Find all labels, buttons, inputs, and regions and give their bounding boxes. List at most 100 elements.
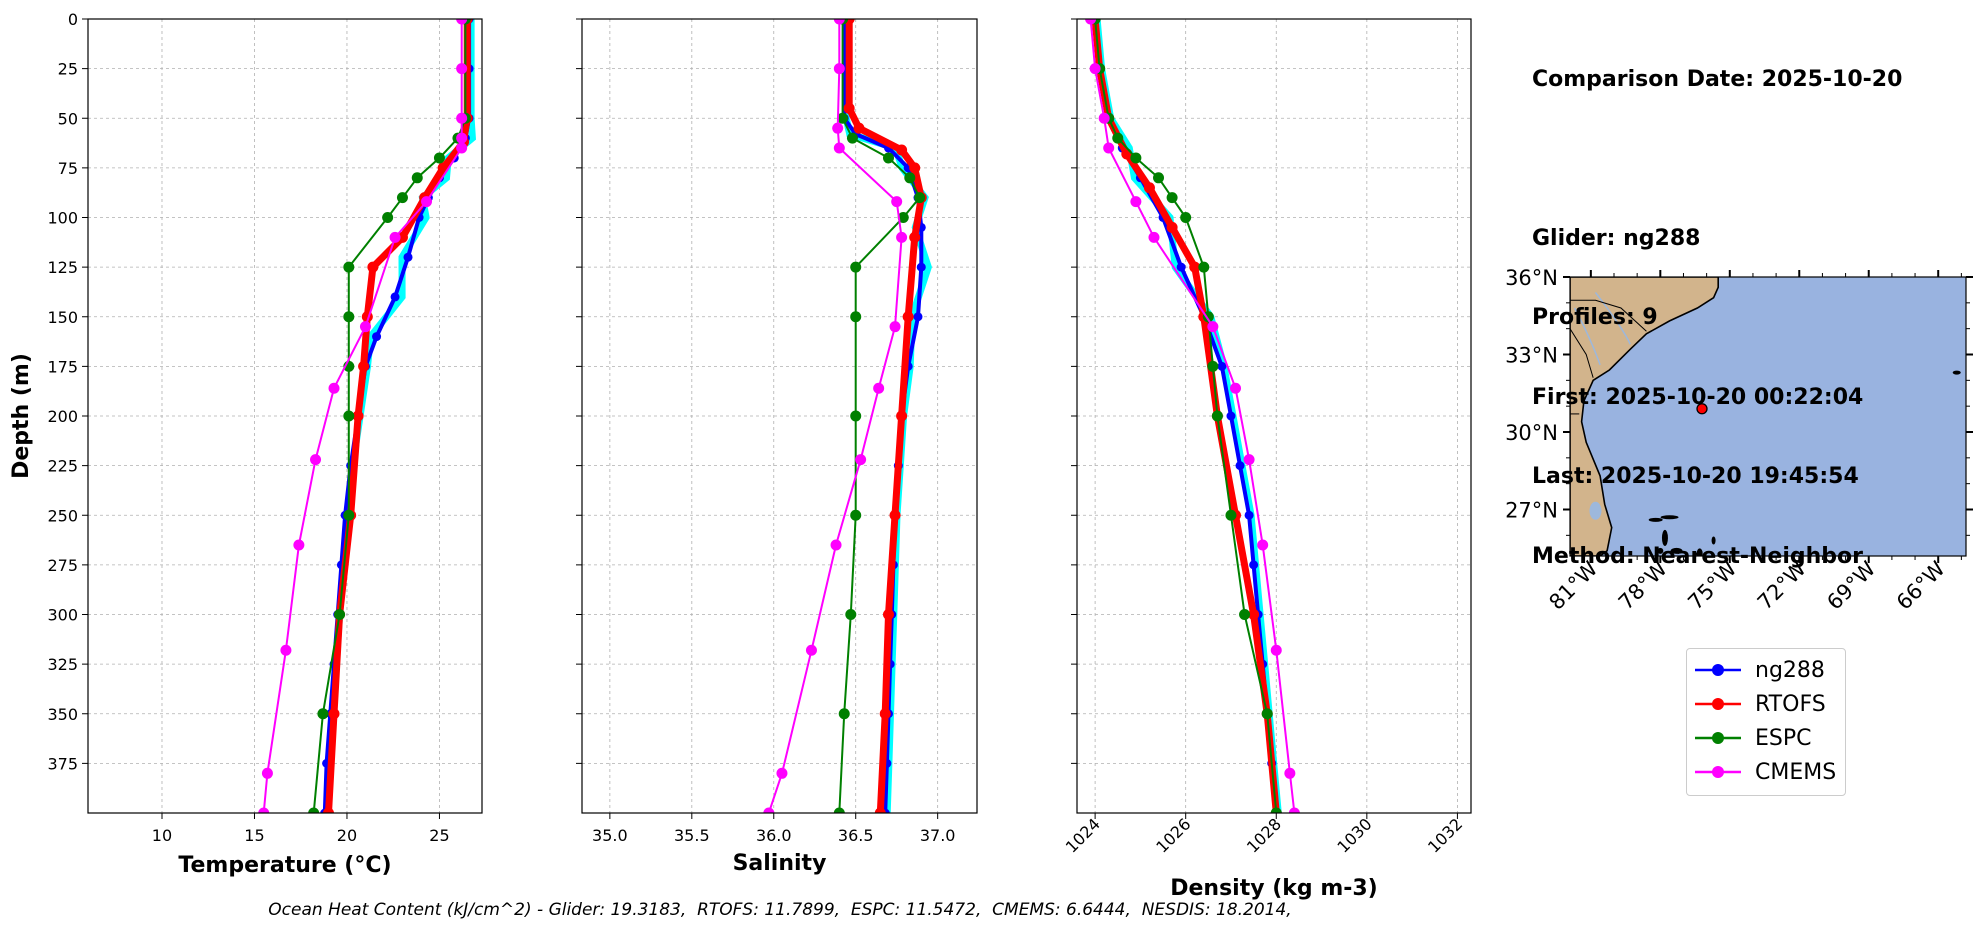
x-axis-label: Salinity	[733, 851, 827, 876]
data-point-cmems	[310, 454, 322, 466]
data-point-cmems	[1243, 454, 1255, 466]
island	[1661, 529, 1668, 546]
data-point-espc	[897, 212, 909, 223]
data-point-espc	[882, 152, 894, 164]
data-point-espc	[833, 807, 845, 813]
data-point-espc	[846, 132, 858, 144]
data-point-cmems	[1103, 142, 1115, 154]
data-point-rtofs	[322, 807, 334, 813]
data-point-cmems	[1098, 112, 1110, 124]
data-point-cmems	[891, 196, 903, 208]
legend-item-rtofs: RTOFS	[1693, 689, 1826, 719]
legend-label: CMEMS	[1755, 759, 1837, 785]
data-point-espc	[845, 609, 857, 620]
data-point-cmems	[776, 767, 788, 779]
map-y-tick-label: 33°N	[1505, 344, 1558, 368]
data-point-rtofs	[889, 509, 901, 521]
island	[1670, 547, 1683, 554]
data-point-espc	[1239, 609, 1251, 620]
first-profile-time: First: 2025-10-20 00:22:04	[1532, 384, 1864, 410]
legend: ng288 RTOFS ESPC CMEMS	[1686, 648, 1846, 796]
data-point-espc	[1112, 132, 1124, 144]
comparison-date: Comparison Date: 2025-10-20	[1532, 67, 1903, 92]
island	[1660, 515, 1679, 520]
series-group	[1085, 19, 1300, 813]
legend-item-espc: ESPC	[1693, 723, 1812, 753]
y-tick-label: 150	[47, 308, 78, 327]
y-tick-label: 325	[47, 655, 78, 674]
data-point-espc	[343, 509, 355, 521]
y-tick-label: 350	[47, 705, 78, 724]
data-point-cmems	[896, 231, 908, 243]
island	[1711, 536, 1716, 545]
data-point-espc	[343, 261, 355, 273]
data-point-cmems	[889, 321, 901, 333]
series-line-espc	[1094, 19, 1278, 813]
data-point-cmems	[328, 382, 340, 394]
data-point-espc	[850, 410, 862, 422]
x-tick-label: 1030	[1333, 814, 1375, 856]
island	[1648, 517, 1663, 522]
data-point-rtofs	[909, 231, 921, 243]
data-point-cmems	[833, 142, 845, 154]
x-axis-label: Density (kg m-3)	[1170, 876, 1378, 901]
x-tick-label: 35.0	[592, 826, 628, 845]
data-point-cmems	[1089, 63, 1101, 75]
x-tick-label: 20	[337, 826, 357, 845]
state-border	[1570, 328, 1594, 378]
data-point-cmems	[1085, 19, 1097, 25]
data-point-cmems	[1288, 807, 1300, 813]
location-map: 81°W 78°W 75°W 72°W 69°W 66°W36°N33°N30°N27°N	[1505, 266, 1973, 615]
y-tick-label: 275	[47, 556, 78, 575]
data-point-espc	[1270, 807, 1282, 813]
x-tick-label: 1032	[1424, 814, 1466, 856]
river	[1573, 307, 1601, 366]
data-point-rtofs	[879, 708, 891, 720]
series-line-espc	[838, 19, 921, 813]
data-point-ng288	[913, 312, 923, 322]
data-point-rtofs	[882, 609, 894, 620]
data-point-espc	[343, 410, 355, 422]
series-group	[763, 19, 932, 813]
data-point-ng288	[1176, 262, 1186, 272]
y-tick-label: 75	[58, 159, 78, 178]
data-point-rtofs	[1189, 261, 1201, 273]
legend-swatch-espc	[1695, 732, 1741, 744]
data-point-espc	[334, 609, 346, 620]
plot-frame	[581, 18, 978, 814]
data-point-cmems	[1148, 231, 1160, 243]
data-point-espc	[850, 509, 862, 521]
data-point-espc	[850, 261, 862, 273]
data-point-cmems	[832, 122, 844, 134]
y-tick-label: 125	[47, 258, 78, 277]
legend-swatch-cmems	[1695, 766, 1741, 778]
data-point-ng288	[916, 262, 926, 272]
state-border	[1570, 299, 1647, 332]
data-point-cmems	[456, 19, 468, 25]
data-point-cmems	[805, 644, 817, 656]
y-tick-label: 100	[47, 209, 78, 228]
data-point-espc	[838, 708, 850, 720]
x-tick-label: 35.5	[674, 826, 710, 845]
glider-name: Glider: ng288	[1532, 225, 1701, 251]
data-point-cmems	[456, 63, 468, 75]
data-point-espc	[1166, 192, 1178, 204]
data-point-espc	[837, 112, 849, 124]
interpolation-method: Method: Nearest-Neighbor	[1532, 543, 1863, 569]
island	[1952, 370, 1961, 375]
data-point-cmems	[456, 132, 468, 144]
legend-swatch-ng288	[1695, 664, 1741, 676]
glider-location-marker	[1696, 403, 1708, 415]
map-y-tick-label: 30°N	[1505, 421, 1558, 445]
map-content	[1570, 277, 1966, 556]
x-tick-label: 1024	[1062, 814, 1104, 856]
salinity-panel: 35.0 35.5 36.0 36.5 37.0 Salinity	[576, 18, 978, 876]
island	[1696, 548, 1703, 556]
data-point-cmems	[1270, 644, 1282, 656]
data-point-cmems	[293, 539, 305, 551]
data-point-rtofs	[358, 360, 370, 372]
data-point-cmems	[261, 767, 273, 779]
info-block: Comparison Date: 2025-10-20 Glider: ng28…	[1532, 14, 1902, 597]
data-point-cmems	[456, 112, 468, 124]
land-area	[1570, 277, 1719, 556]
